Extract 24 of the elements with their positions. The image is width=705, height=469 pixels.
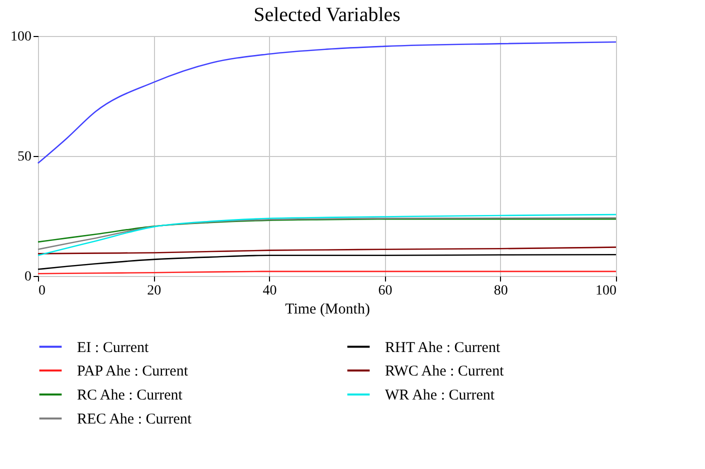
legend-label: RWC Ahe : Current: [385, 364, 505, 380]
x-tick-label: 20: [147, 284, 162, 298]
y-tick-label: 50: [18, 150, 32, 164]
x-tick-label: 40: [262, 284, 277, 298]
line-series: [37, 246, 617, 254]
x-axis-title: Time (Month): [285, 302, 370, 318]
y-tick-label: 100: [10, 30, 32, 44]
legend-label: WR Ahe : Current: [385, 388, 496, 404]
x-tick-label: 100: [596, 284, 616, 298]
legend-label: PAP Ahe : Current: [77, 364, 189, 380]
chart-title: Selected Variables: [254, 4, 401, 26]
x-tick-label: 80: [494, 284, 508, 298]
line-series: [37, 41, 617, 164]
y-tick-label: 0: [24, 270, 32, 284]
legend-label: RC Ahe : Current: [77, 388, 184, 404]
line-series: [37, 217, 617, 250]
legend-label: EI : Current: [77, 340, 150, 356]
x-tick-label: 60: [378, 284, 392, 298]
line-series: [37, 214, 617, 256]
x-tick-label: 0: [38, 284, 46, 298]
line-series: [37, 218, 617, 243]
line-series: [37, 254, 617, 270]
legend-label: RHT Ahe : Current: [385, 340, 501, 356]
legend-label: REC Ahe : Current: [77, 412, 192, 428]
